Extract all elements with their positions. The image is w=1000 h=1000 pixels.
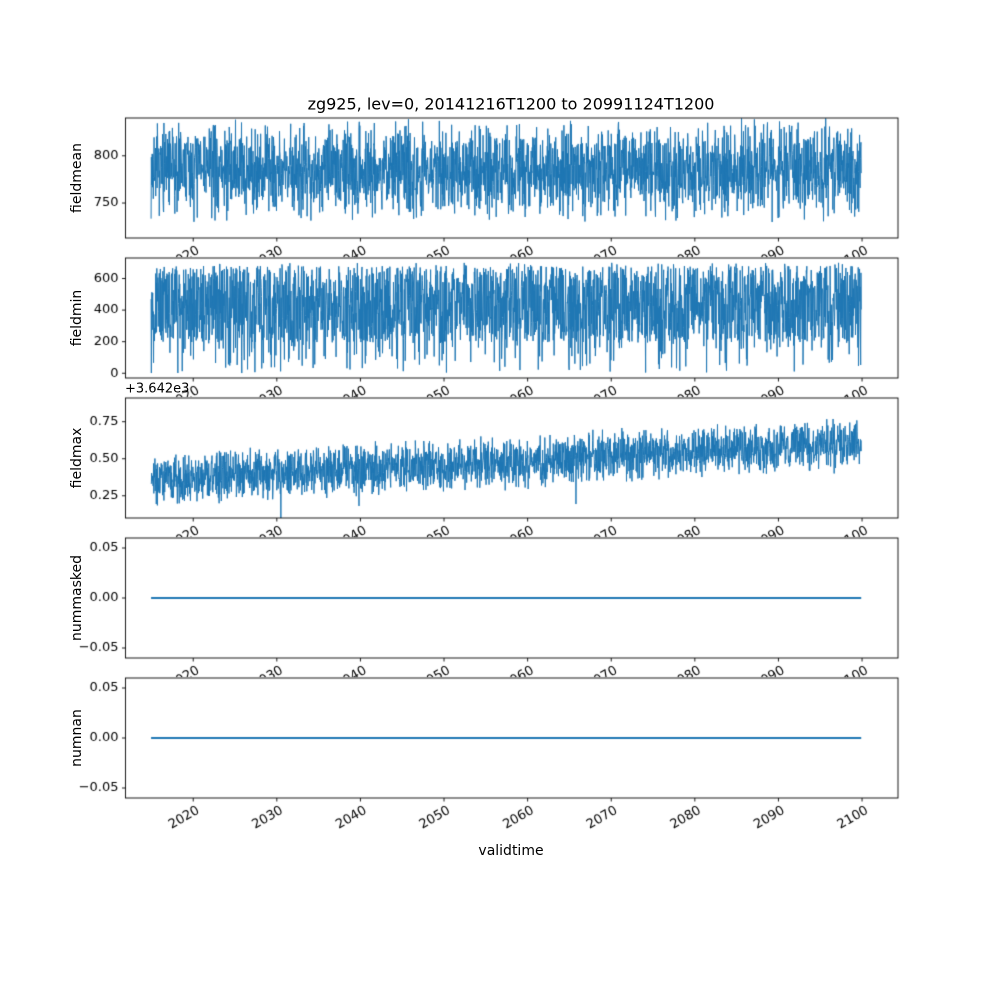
ylabel-fieldmax: fieldmax	[69, 427, 85, 489]
fieldmax-offset-text: +3.642e3	[125, 381, 190, 397]
figure-title: zg925, lev=0, 20141216T1200 to 20991124T…	[307, 94, 715, 114]
xlabel-validtime: validtime	[478, 843, 544, 859]
ylabel-numnan: numnan	[69, 709, 85, 767]
ylabel-fieldmin: fieldmin	[69, 289, 85, 347]
ylabel-fieldmean: fieldmean	[69, 143, 85, 213]
ylabel-nummasked: nummasked	[69, 554, 85, 642]
